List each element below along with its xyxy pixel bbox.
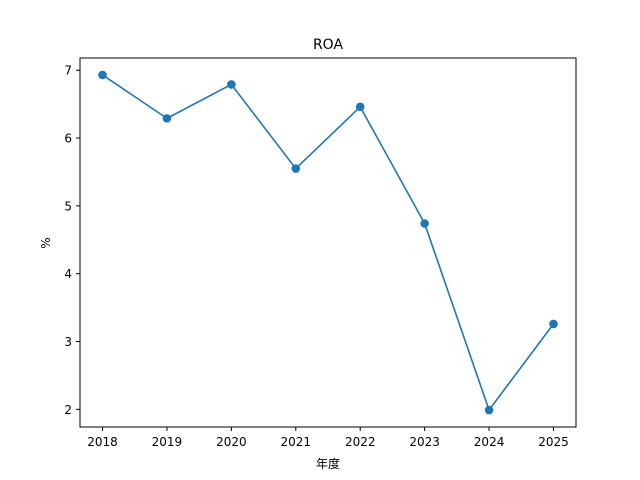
x-tick-label: 2024	[474, 435, 505, 449]
series-line	[102, 74, 555, 411]
plot-area	[98, 70, 558, 415]
data-point-2019	[162, 114, 172, 123]
x-tick-label: 2018	[87, 435, 118, 449]
y-tick-label: 6	[64, 132, 72, 146]
y-tick-label: 2	[64, 403, 72, 417]
x-tick-label: 2025	[538, 435, 569, 449]
x-tick-label: 2019	[152, 435, 183, 449]
y-tick-label: 4	[64, 267, 72, 281]
x-tick-label: 2022	[345, 435, 376, 449]
x-tick-label: 2020	[216, 435, 247, 449]
y-tick-label: 3	[64, 335, 72, 349]
data-point-2018	[98, 70, 107, 80]
x-axis-label: 年度	[316, 456, 340, 471]
y-tick-label: 7	[64, 64, 72, 78]
data-point-2025	[549, 319, 558, 329]
data-point-2022	[355, 102, 365, 112]
data-point-2024	[484, 405, 494, 415]
x-tick-label: 2021	[281, 435, 312, 449]
data-point-2023	[420, 219, 429, 228]
data-point-2020	[227, 80, 236, 89]
x-tick-label: 2023	[409, 435, 440, 449]
y-axis-label: %	[39, 237, 53, 248]
data-point-2021	[291, 164, 301, 173]
plot-frame	[79, 57, 577, 428]
chart-title: ROA	[313, 37, 344, 53]
y-tick-label: 5	[64, 199, 72, 213]
